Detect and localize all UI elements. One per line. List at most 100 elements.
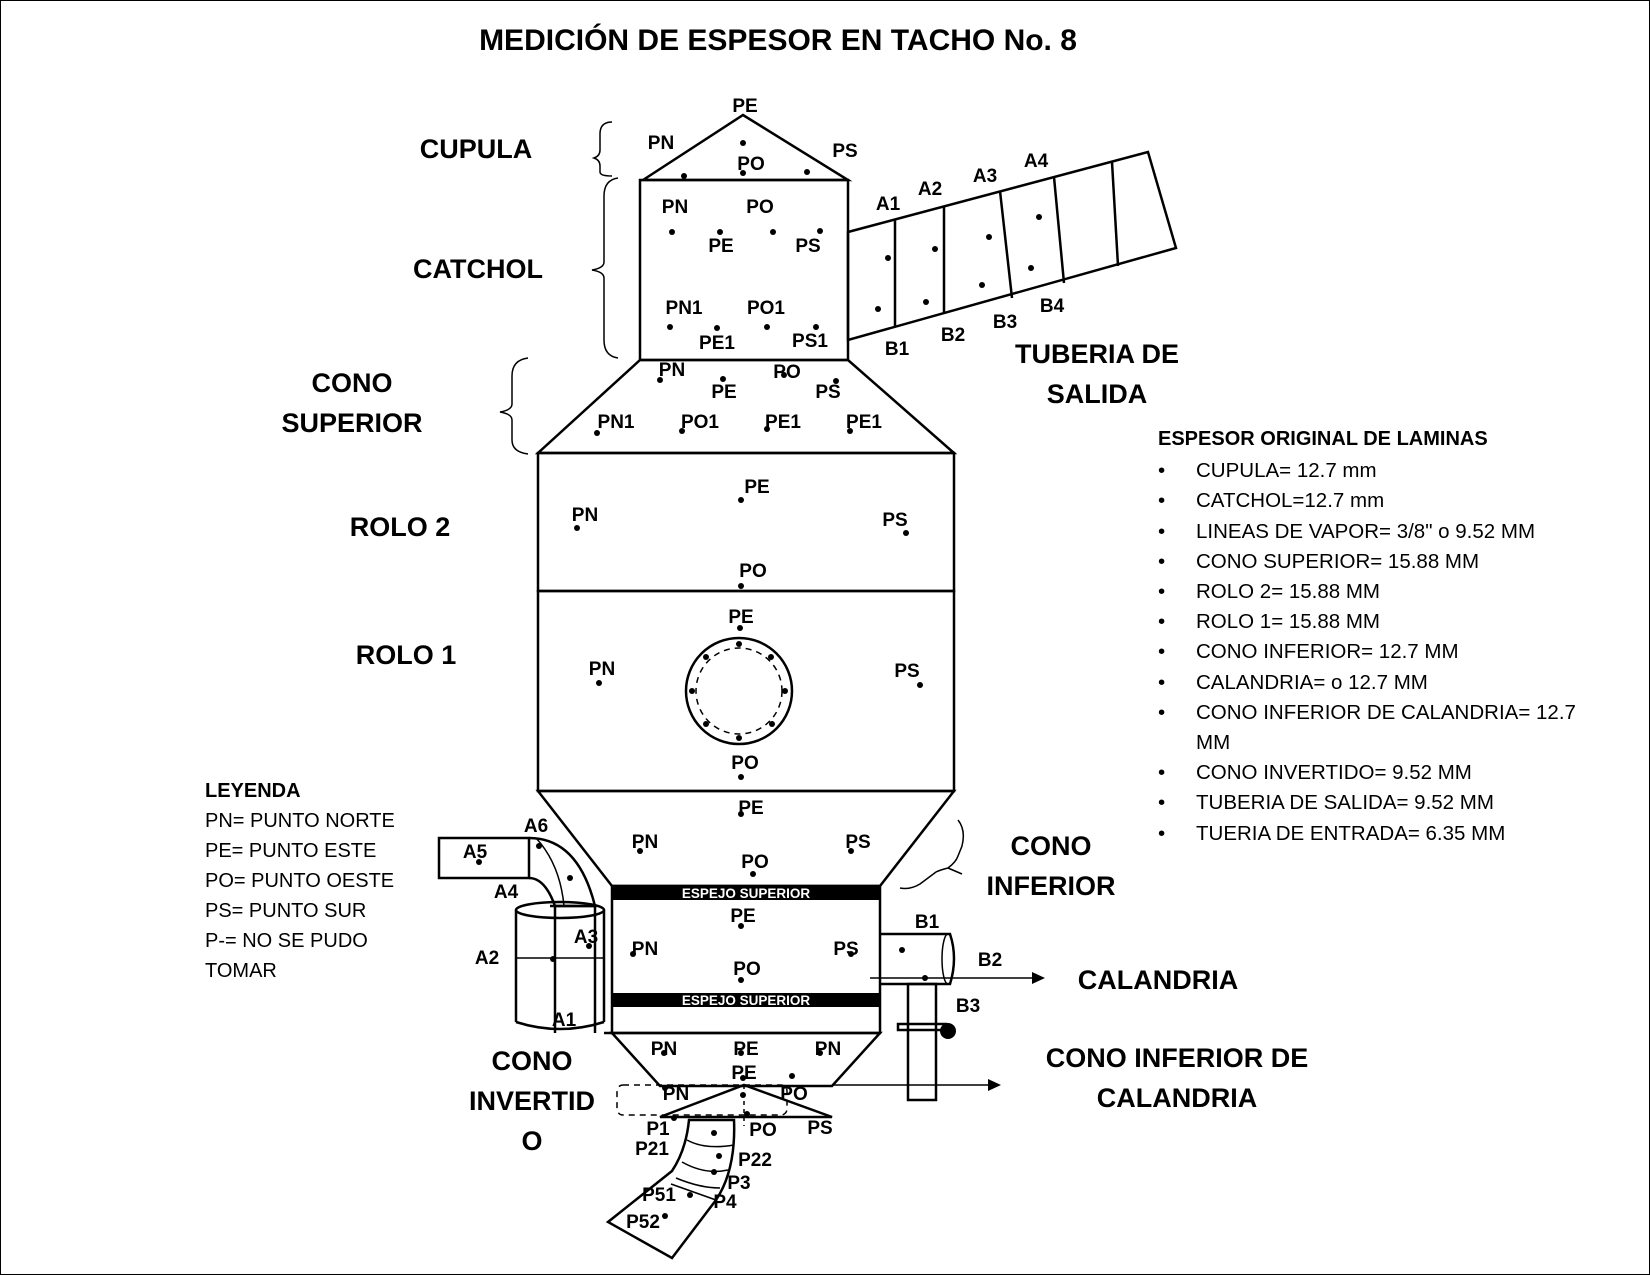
- pt-descarga-p51: P51: [642, 1185, 676, 1206]
- spec-list: CUPULA= 12.7 mm CATCHOL=12.7 mm LINEAS D…: [1158, 456, 1578, 849]
- label-cono-superior-1: CONO: [312, 368, 393, 398]
- pt-catchol-pn: PN: [662, 197, 688, 218]
- label-cupula: CUPULA: [420, 134, 533, 164]
- pt-rolo2-po: PO: [739, 561, 766, 582]
- pt-cono-inv-pn-c: PN: [663, 1084, 689, 1105]
- label-cono-invertido-1: CONO: [492, 1046, 573, 1076]
- legend-item: PO= PUNTO OESTE: [205, 870, 395, 892]
- pt-descarga-p52: P52: [626, 1212, 660, 1233]
- pt-entrada-a1: A1: [552, 1010, 577, 1031]
- calandria-salida-pipe: [870, 932, 1045, 1102]
- pt-cono-inv-ps: PS: [807, 1118, 832, 1139]
- pt-descarga-p4: P4: [713, 1192, 737, 1213]
- spec-item: CONO INFERIOR DE CALANDRIA= 12.7 MM: [1158, 698, 1578, 758]
- spec-item: CONO INFERIOR= 12.7 MM: [1158, 637, 1578, 667]
- pt-cupula-ps: PS: [832, 141, 857, 162]
- spec-item: CONO INVERTIDO= 9.52 MM: [1158, 758, 1578, 788]
- pt-catchol-po: PO: [746, 197, 773, 218]
- entrada-pipe: [437, 836, 612, 1035]
- pt-salida-b3: B3: [993, 312, 1017, 333]
- pt-cono-inv-pe-b: PE: [731, 1063, 756, 1084]
- cono-superior-shape: [534, 358, 958, 455]
- tuberia-salida-shape: [846, 150, 1178, 342]
- pt-cono-sup-pe1-b: PE1: [846, 412, 882, 433]
- pt-salida-a1: A1: [876, 194, 901, 215]
- pt-rolo1-pe: PE: [728, 607, 753, 628]
- pt-cono-inf-po: PO: [741, 852, 768, 873]
- cono-invertido-cone: [659, 1083, 833, 1119]
- pt-calandria-b2: B2: [978, 950, 1002, 971]
- cono-invertido-internal: [616, 1083, 833, 1126]
- pt-descarga-p22: P22: [738, 1150, 772, 1171]
- legend-item: PS= PUNTO SUR: [205, 900, 367, 922]
- pt-cono-sup-po: PO: [773, 362, 800, 383]
- pt-cono-inf-pn: PN: [632, 832, 658, 853]
- pt-calandria-ps: PS: [833, 939, 858, 960]
- pt-entrada-a2: A2: [475, 948, 499, 969]
- pt-cono-inv-pn-b: PN: [815, 1039, 841, 1060]
- pt-cono-inv-po: PO: [780, 1084, 807, 1105]
- pt-cono-inv-po-b: PO: [749, 1120, 776, 1141]
- calandria-outlet-cylinder: [880, 932, 956, 986]
- espejo-label-bottom: ESPEJO SUPERIOR: [682, 993, 811, 1008]
- spec-item: CONO SUPERIOR= 15.88 MM: [1158, 547, 1578, 577]
- cono-inferior-calandria-shape: [609, 1031, 883, 1088]
- valve-handwheel: [940, 1023, 956, 1039]
- pt-catchol-ps: PS: [795, 236, 820, 257]
- pt-cono-inv-pe: PE: [733, 1039, 758, 1060]
- pt-rolo1-po: PO: [731, 753, 758, 774]
- pt-entrada-a4: A4: [494, 882, 519, 903]
- pt-calandria-po: PO: [733, 959, 760, 980]
- pt-catchol-pn1: PN1: [666, 298, 703, 319]
- cono-inferior-calandria-arrow: [832, 1079, 1001, 1091]
- pt-descarga-p3: P3: [727, 1173, 750, 1194]
- pt-catchol-ps1: PS1: [792, 331, 828, 352]
- spec-item: CUPULA= 12.7 mm: [1158, 456, 1578, 486]
- entrada-a5-stub: [437, 836, 531, 880]
- spec-item: LINEAS DE VAPOR= 3/8" o 9.52 MM: [1158, 517, 1578, 547]
- spec-item: CATCHOL=12.7 mm: [1158, 486, 1578, 516]
- pt-cono-sup-ps: PS: [815, 382, 840, 403]
- pt-cono-inf-ps: PS: [845, 832, 870, 853]
- label-rolo2: ROLO 2: [350, 512, 451, 542]
- pt-calandria-pe: PE: [730, 906, 755, 927]
- pt-rolo1-pn: PN: [589, 659, 615, 680]
- pt-salida-a3: A3: [973, 166, 997, 187]
- diagram-title: MEDICIÓN DE ESPESOR EN TACHO No. 8: [479, 23, 1077, 57]
- pt-cono-sup-po1: PO1: [681, 412, 719, 433]
- entrada-elbow-seam: [535, 837, 565, 907]
- pt-catchol-pe: PE: [708, 236, 733, 257]
- pt-calandria-pn: PN: [632, 939, 658, 960]
- descarga-pipe: [605, 1118, 736, 1260]
- label-tuberia-salida-1: TUBERIA DE: [1015, 339, 1179, 369]
- label-cono-inferior-1: CONO: [1011, 831, 1092, 861]
- label-tuberia-salida-2: SALIDA: [1047, 379, 1148, 409]
- pt-cupula-pn: PN: [648, 133, 674, 154]
- point-labels: PE PN PS PO PN PO PE PS PN1 PO1 PE1 PS1 …: [463, 96, 1065, 1233]
- label-cono-inferior-calandria-2: CALANDRIA: [1097, 1083, 1257, 1113]
- pt-cono-sup-pe: PE: [711, 382, 736, 403]
- espejo-band-top: [612, 886, 880, 900]
- brace-cono-superior: [499, 357, 529, 455]
- pt-rolo2-pn: PN: [572, 505, 598, 526]
- spec-item: TUBERIA DE SALIDA= 9.52 MM: [1158, 788, 1578, 818]
- brace-cono-inferior: [899, 819, 965, 890]
- label-calandria: CALANDRIA: [1078, 965, 1238, 995]
- legend-title: LEYENDA: [205, 780, 301, 802]
- pt-salida-a2: A2: [918, 179, 942, 200]
- label-cono-invertido-2: INVERTID: [469, 1086, 595, 1116]
- pt-salida-a4: A4: [1024, 151, 1049, 172]
- measurement-dots: [476, 140, 1042, 1219]
- pt-rolo2-pe: PE: [744, 477, 769, 498]
- pt-rolo1-ps: PS: [894, 661, 919, 682]
- manhole-dashed-ring: [695, 647, 783, 735]
- pt-descarga-p21: P21: [635, 1139, 669, 1160]
- label-rolo1: ROLO 1: [356, 640, 457, 670]
- label-cono-inferior-2: INFERIOR: [986, 871, 1115, 901]
- brace-catchol: [591, 177, 619, 359]
- brace-cupula: [591, 121, 613, 177]
- pt-cupula-pe: PE: [732, 96, 757, 117]
- pt-calandria-b3: B3: [956, 996, 980, 1017]
- label-cono-inferior-calandria-1: CONO INFERIOR DE: [1046, 1043, 1309, 1073]
